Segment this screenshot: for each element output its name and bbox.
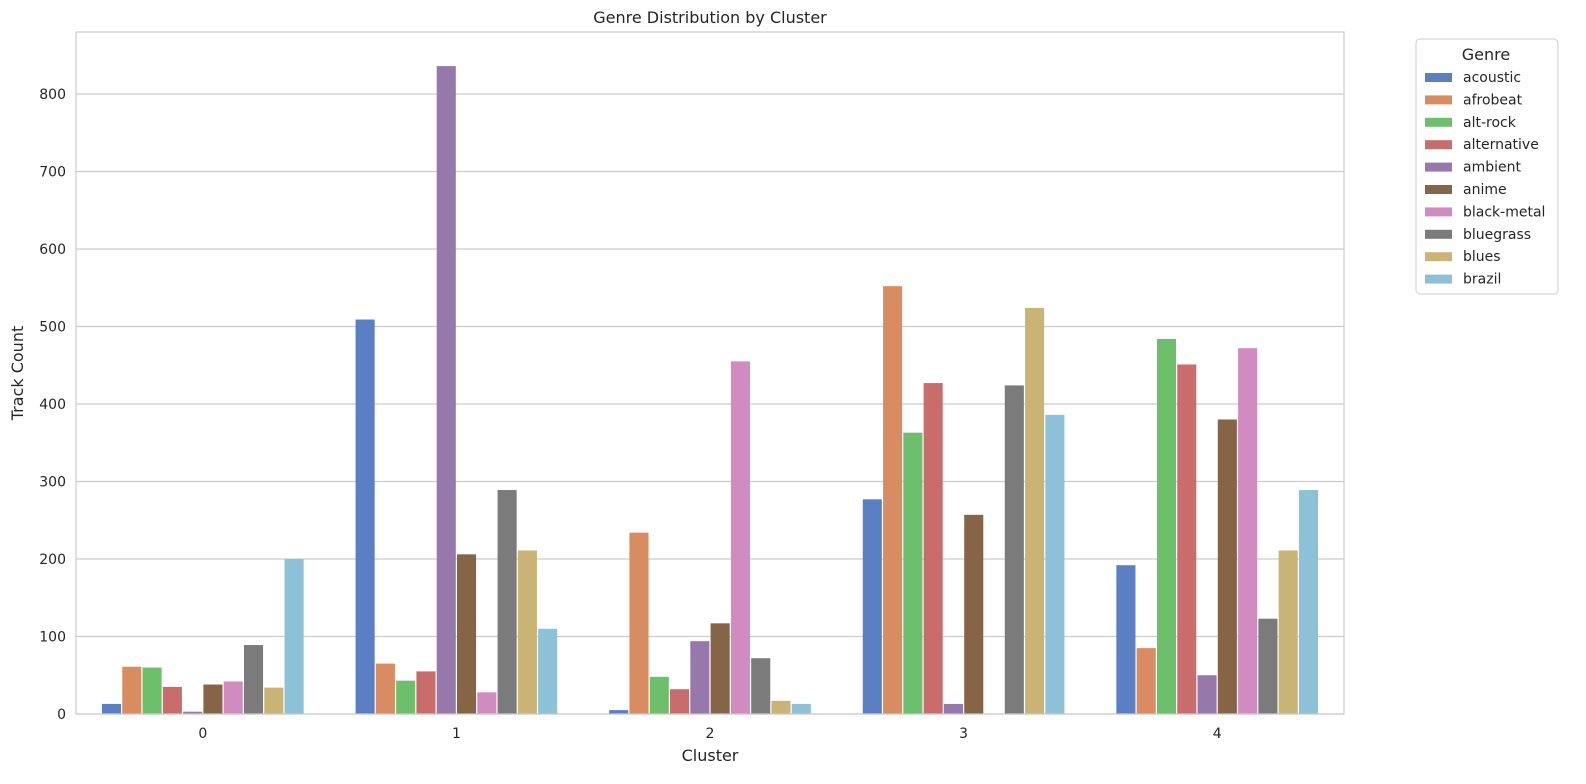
bar-alternative-cluster-1	[416, 671, 436, 714]
bar-alt-rock-cluster-2	[649, 676, 669, 714]
legend-title: Genre	[1462, 45, 1510, 64]
legend-label-bluegrass: bluegrass	[1463, 227, 1531, 243]
legend-swatch-afrobeat	[1425, 95, 1452, 105]
bar-anime-cluster-1	[457, 554, 477, 714]
bar-alt-rock-cluster-4	[1156, 338, 1177, 714]
plot-frame	[75, 31, 1345, 715]
bar-brazil-cluster-4	[1298, 490, 1319, 714]
bar-alternative-cluster-3	[923, 383, 943, 714]
bar-blues-cluster-1	[517, 550, 537, 714]
y-tick-label: 700	[39, 165, 66, 181]
x-tick-label: 0	[198, 726, 207, 742]
x-tick-label: 4	[1213, 726, 1222, 742]
bar-alt-rock-cluster-1	[396, 680, 416, 714]
chart-title: Genre Distribution by Cluster	[593, 8, 827, 27]
bar-ambient-cluster-4	[1197, 675, 1217, 714]
y-tick-label: 800	[39, 87, 66, 103]
y-tick-label: 200	[39, 552, 66, 568]
legend-swatch-anime	[1425, 185, 1452, 194]
bar-anime-cluster-4	[1217, 419, 1237, 714]
y-tick-label: 100	[39, 630, 66, 646]
y-axis-ticks: 0 100 200 300 400 500 600 700 800	[39, 87, 66, 723]
y-tick-label: 600	[39, 242, 66, 258]
bar-blues-cluster-3	[1025, 307, 1045, 714]
legend-swatch-blues	[1425, 252, 1452, 262]
legend-label-brazil: brazil	[1463, 272, 1501, 288]
legend-label-acoustic: acoustic	[1463, 70, 1521, 86]
plot-area	[76, 32, 1344, 714]
y-tick-label: 300	[39, 475, 66, 491]
bar-anime-cluster-3	[964, 514, 984, 714]
legend-swatch-alternative	[1425, 140, 1452, 150]
y-tick-label: 0	[57, 707, 66, 723]
legend-swatch-black-metal	[1425, 207, 1452, 217]
bar-acoustic-cluster-4	[1116, 565, 1136, 714]
bar-bluegrass-cluster-4	[1258, 618, 1278, 714]
legend-items: acoustic afrobeat alt-rock alternative ambie…	[1425, 70, 1545, 288]
y-axis-label: Track Count	[8, 326, 27, 421]
bar-black-metal-cluster-0	[223, 681, 243, 714]
bar-alternative-cluster-2	[670, 689, 690, 714]
bar-bluegrass-cluster-2	[751, 658, 771, 714]
bar-alternative-cluster-0	[162, 686, 182, 714]
legend-swatch-acoustic	[1425, 73, 1452, 82]
bar-afrobeat-cluster-4	[1136, 648, 1156, 714]
y-tick-label: 500	[39, 320, 66, 336]
bar-brazil-cluster-3	[1045, 414, 1065, 714]
bar-afrobeat-cluster-2	[629, 532, 649, 714]
bar-afrobeat-cluster-0	[122, 666, 142, 714]
legend-label-ambient: ambient	[1463, 160, 1521, 176]
legend-swatch-alt-rock	[1425, 117, 1452, 127]
y-tick-label: 400	[39, 397, 66, 413]
bar-acoustic-cluster-3	[862, 499, 882, 714]
x-axis-ticks: 0 1 2 3 4	[198, 726, 1221, 742]
bar-black-metal-cluster-1	[477, 692, 497, 714]
bar-brazil-cluster-1	[538, 628, 558, 714]
legend-label-afrobeat: afrobeat	[1463, 92, 1523, 108]
bar-ambient-cluster-2	[690, 641, 710, 714]
bar-black-metal-cluster-4	[1238, 348, 1258, 714]
bar-alt-rock-cluster-3	[903, 432, 923, 714]
bar-bluegrass-cluster-3	[1004, 385, 1024, 714]
bar-ambient-cluster-1	[436, 66, 456, 715]
legend-swatch-ambient	[1425, 162, 1452, 172]
x-tick-label: 3	[959, 726, 968, 742]
bar-blues-cluster-0	[264, 687, 284, 714]
bar-anime-cluster-2	[710, 623, 730, 714]
legend-label-black-metal: black-metal	[1463, 204, 1545, 220]
bar-black-metal-cluster-2	[730, 361, 750, 714]
bar-bluegrass-cluster-1	[497, 490, 517, 714]
legend-label-anime: anime	[1463, 182, 1507, 198]
bar-ambient-cluster-3	[943, 703, 963, 714]
bar-blues-cluster-2	[771, 700, 791, 714]
legend-swatch-bluegrass	[1425, 229, 1452, 239]
bar-afrobeat-cluster-1	[375, 663, 395, 714]
legend-label-alt-rock: alt-rock	[1463, 115, 1517, 131]
x-tick-label: 1	[452, 726, 461, 742]
bar-acoustic-cluster-0	[101, 703, 122, 714]
legend-label-alternative: alternative	[1463, 137, 1539, 153]
bar-acoustic-cluster-2	[609, 710, 629, 714]
bar-alt-rock-cluster-0	[142, 667, 162, 714]
bars	[101, 66, 1319, 715]
bar-anime-cluster-0	[203, 684, 223, 714]
bar-afrobeat-cluster-3	[883, 286, 903, 714]
x-tick-label: 2	[706, 726, 715, 742]
legend-swatch-brazil	[1425, 274, 1452, 284]
bar-bluegrass-cluster-0	[243, 645, 264, 714]
legend: Genre acoustic afrobeat alt-rock alternativ…	[1415, 38, 1559, 295]
legend-label-blues: blues	[1463, 249, 1501, 265]
x-axis-label: Cluster	[682, 746, 739, 765]
bar-blues-cluster-4	[1278, 550, 1298, 714]
bar-acoustic-cluster-1	[355, 319, 375, 714]
bar-ambient-cluster-0	[183, 711, 203, 714]
bar-brazil-cluster-0	[284, 559, 304, 714]
bar-brazil-cluster-2	[791, 703, 811, 714]
bar-alternative-cluster-4	[1177, 364, 1197, 714]
